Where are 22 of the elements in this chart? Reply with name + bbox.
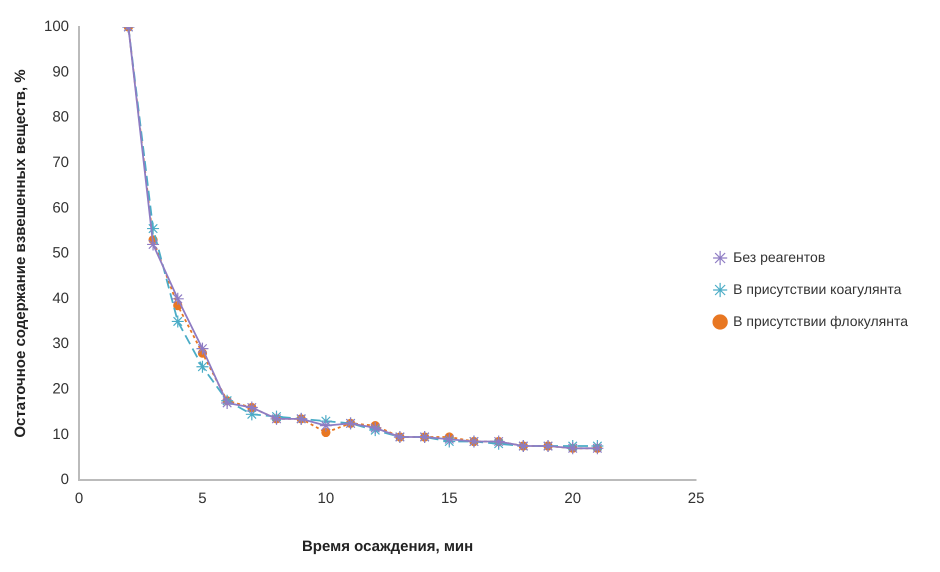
x-tick-label: 20 bbox=[564, 490, 582, 508]
legend-label: Без реагентов bbox=[733, 248, 826, 265]
y-tick-label: 90 bbox=[52, 63, 70, 80]
y-tick-label: 70 bbox=[52, 154, 70, 172]
x-tick-label: 10 bbox=[318, 490, 334, 508]
y-axis-title: Остаточное содержание взвешенных веществ, % bbox=[12, 69, 30, 438]
y-tick-label: 20 bbox=[52, 380, 70, 398]
legend-label: В присутствии флокулянта bbox=[733, 312, 908, 329]
y-tick-label: 100 bbox=[44, 18, 70, 36]
y-tick-label: 40 bbox=[52, 290, 70, 307]
x-tick-label: 15 bbox=[440, 490, 458, 508]
x-tick-label: 0 bbox=[74, 490, 84, 508]
y-tick-label: 10 bbox=[52, 426, 70, 443]
y-tick-label: 80 bbox=[52, 108, 70, 126]
y-tick-label: 60 bbox=[52, 199, 70, 216]
y-tick-label: 50 bbox=[52, 244, 70, 262]
y-tick-label: 0 bbox=[60, 471, 70, 488]
x-tick-label: 25 bbox=[688, 490, 704, 508]
legend-label: В присутствии коагулянта bbox=[733, 280, 902, 297]
x-tick-label: 5 bbox=[198, 490, 207, 508]
y-tick-label: 30 bbox=[52, 335, 70, 352]
x-axis-title: Время осаждения, мин bbox=[302, 538, 474, 556]
